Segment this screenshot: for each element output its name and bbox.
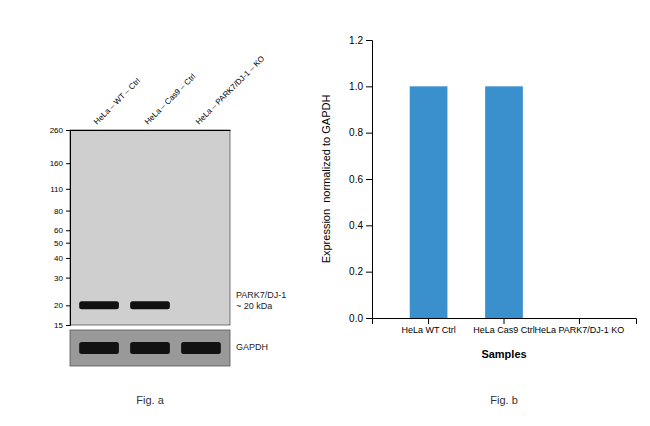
mw-axis-tick: 30 [54,274,70,283]
mw-axis-tick-label: 80 [54,207,63,216]
y-axis-tick-mark [366,272,372,273]
y-axis-tick-mark [366,318,372,319]
y-axis-tick-label: 0.0 [349,313,363,324]
y-axis-tick-mark [366,133,372,134]
y-axis-tick-mark [366,86,372,87]
mw-axis-tick: 260 [50,126,70,135]
y-axis-tick: 1.2 [349,35,372,46]
x-axis-line [373,319,637,325]
y-axis-tick-label: 0.8 [349,127,363,138]
mw-axis-line [66,131,71,326]
lane-axis-tick: HeLa – WT – Ctrl [92,76,142,130]
mw-axis-tick-mark [66,278,70,279]
loading-control-bands [79,342,221,354]
title: Fig. b [490,394,518,406]
blot-panel: 26016011080605040302015HeLa – WT – CtrlH… [50,54,287,406]
bars [410,86,523,318]
lane-axis-tick: HeLa – Cas9 – Ctrl [143,72,198,130]
mw-axis-tick: 40 [54,254,70,263]
y-axis-tick: 0.0 [349,313,372,324]
annotation: GAPDH [236,342,268,352]
mw-axis-tick: 80 [54,207,70,216]
mw-axis-tick-label: 110 [50,185,63,194]
bar [485,86,523,318]
mw-axis-tick-mark [66,130,70,131]
loading-control-band [130,342,170,354]
mw-axis-tick-label: 50 [54,239,63,248]
mw-axis-tick-label: 260 [50,126,64,135]
y-axis-tick-mark [366,179,372,180]
y-axis-tick: 1.0 [349,81,372,92]
mw-axis-tick: 60 [54,226,70,235]
loading-control-band [79,342,119,354]
y-axis: 0.0 0.2 0.4 0.6 0.8 1.0 1.2 [349,35,372,324]
bands [79,301,170,309]
x-axis-title: Samples [481,348,526,360]
y-axis-title: Expression normalized to GAPDH [320,95,332,264]
loading-control-strip [70,330,230,366]
y-axis-tick: 0.4 [349,220,372,231]
x-axis-tick-label: HeLa WT Ctrl [401,325,455,335]
x-axis-tick: HeLa WT Ctrl [401,318,455,335]
mw-axis-tick-mark [66,211,70,212]
mw-axis-tick-mark [66,230,70,231]
bar [410,86,448,318]
mw-axis: 260 160 110 80 60 50 40 30 20 15 [50,126,71,330]
title: Fig. a [136,394,164,406]
y-axis-tick: 0.6 [349,174,372,185]
mw-axis-tick: 15 [54,321,70,330]
lane-axis-tick-label: HeLa – WT – Ctrl [92,76,142,126]
mw-axis-tick-label: 40 [54,254,63,263]
mw-axis-tick-mark [66,189,70,190]
bar-panel: 0.0 0.2 0.4 0.6 0.8 1.0 1.2 HeLa WT Ctrl HeLa Ca… [320,35,637,406]
x-axis-tick: HeLa PARK7/DJ-1 KO [534,318,624,335]
x-axis-tick-mark [428,318,429,324]
y-axis-tick-mark [366,225,372,226]
lane-axis-line [71,130,231,131]
mw-axis-tick-label: 30 [54,274,63,283]
lane-axis-tick-label: HeLa – PARK7/DJ-1 – KO [194,54,266,126]
x-axis-tick-mark [579,318,580,324]
bar [561,318,599,319]
x-axis-tick-mark [504,318,505,324]
mw-axis-tick: 160 [50,159,70,168]
lane-axis: HeLa – WT – CtrlHeLa – Cas9 – CtrlHeLa –… [71,54,267,130]
gel [70,130,230,325]
y-axis-tick-label: 0.2 [349,266,363,277]
band [79,301,119,309]
mw-axis-tick: 110 [50,185,70,194]
y-axis-tick-label: 0.4 [349,220,363,231]
y-axis-tick: 0.8 [349,127,372,138]
y-axis-tick-label: 1.0 [349,81,363,92]
mw-axis-tick-label: 15 [54,321,63,330]
x-axis-tick: HeLa Cas9 Ctrl [473,318,535,335]
mw-axis-tick-label: 60 [54,226,63,235]
mw-axis-tick-mark [66,258,70,259]
figure: 26016011080605040302015HeLa – WT – CtrlH… [0,0,650,426]
y-axis-tick-mark [366,40,372,41]
lane-axis-tick-label: HeLa – Cas9 – Ctrl [143,72,198,127]
x-axis-tick-label: HeLa Cas9 Ctrl [473,325,535,335]
y-axis-line [366,41,373,319]
mw-axis-tick: 20 [54,301,70,310]
mw-axis-tick: 50 [54,239,70,248]
mw-axis-tick-label: 20 [54,301,63,310]
band [130,301,170,309]
mw-axis-tick-label: 160 [50,159,64,168]
y-axis-tick-label: 1.2 [349,35,363,46]
mw-axis-tick-mark [66,325,70,326]
y-axis-tick-label: 0.6 [349,174,363,185]
mw-axis-tick-mark [66,305,70,306]
mw-axis-tick-mark [66,243,70,244]
lane-axis-tick: HeLa – PARK7/DJ-1 – KO [194,54,266,130]
y-axis-tick: 0.2 [349,266,372,277]
mw-axis-tick-mark [66,163,70,164]
x-axis: HeLa WT Ctrl HeLa Cas9 CtrlHeLa PARK7/DJ-… [373,318,637,335]
loading-control-band [181,342,221,354]
x-axis-tick-label: HeLa PARK7/DJ-1 KO [534,325,624,335]
band-label: PARK7/DJ-1~ 20 kDa [236,291,286,311]
